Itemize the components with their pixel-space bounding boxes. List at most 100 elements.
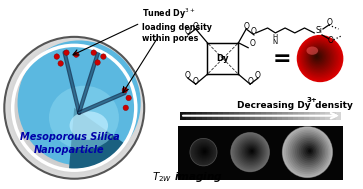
Circle shape [306,44,331,70]
Circle shape [236,137,265,166]
Text: O: O [193,77,199,86]
Text: Decreasing Dy: Decreasing Dy [237,101,310,110]
Circle shape [305,43,333,72]
Circle shape [122,87,127,93]
Bar [336,112,342,120]
Circle shape [45,78,104,138]
Circle shape [50,83,99,133]
Circle shape [8,40,141,175]
Ellipse shape [70,111,108,140]
Circle shape [11,44,137,172]
Circle shape [36,69,113,147]
Bar [196,112,202,120]
Wedge shape [69,108,125,170]
Circle shape [30,64,118,152]
Bar [304,112,309,120]
Text: density: density [312,101,353,110]
Circle shape [191,139,216,165]
Circle shape [13,46,135,170]
Circle shape [297,139,321,163]
Bar [331,112,336,120]
Circle shape [282,126,333,178]
Circle shape [123,105,129,111]
Text: O: O [185,71,191,80]
Bar [245,112,250,120]
Circle shape [60,94,88,122]
Bar [320,112,325,120]
Circle shape [73,52,79,57]
Circle shape [198,145,211,158]
Circle shape [315,54,319,59]
Bar [277,112,282,120]
Circle shape [301,39,338,77]
Circle shape [39,72,109,143]
Bar [178,125,343,180]
Bar [261,112,266,120]
Circle shape [64,97,85,119]
Circle shape [43,76,106,140]
Circle shape [53,87,95,129]
Circle shape [231,132,270,172]
Bar [298,112,304,120]
Circle shape [295,138,322,165]
Circle shape [200,147,209,156]
Circle shape [290,133,327,171]
Circle shape [58,61,64,66]
Circle shape [291,135,325,169]
Circle shape [64,50,69,55]
Circle shape [300,38,339,78]
Bar [256,112,261,120]
Text: Si: Si [315,26,323,36]
Circle shape [244,144,259,160]
Bar [293,112,298,120]
Bar [202,112,207,120]
Circle shape [91,50,97,55]
Text: O: O [247,77,253,86]
Bar [309,112,315,120]
Circle shape [193,141,215,163]
Text: O: O [243,22,249,30]
Bar [250,112,256,120]
Circle shape [67,101,81,115]
Circle shape [299,37,341,80]
Circle shape [27,60,122,156]
Text: O: O [185,27,191,36]
Circle shape [250,150,253,153]
Text: $T_{2W}$ imaging: $T_{2W}$ imaging [152,170,223,184]
Circle shape [308,149,311,153]
Circle shape [311,50,325,64]
Circle shape [62,95,86,120]
Bar [207,112,212,120]
Circle shape [245,145,258,158]
Text: O: O [255,71,261,80]
Circle shape [302,144,316,158]
Circle shape [315,55,318,57]
Circle shape [48,81,101,134]
Circle shape [293,136,323,167]
Text: H: H [273,34,278,40]
Circle shape [73,106,76,110]
Circle shape [9,42,139,174]
Text: N: N [273,39,278,45]
Bar [287,112,293,120]
Circle shape [15,47,134,168]
Circle shape [46,79,102,136]
Circle shape [233,135,267,169]
Circle shape [54,54,60,59]
Circle shape [246,146,257,157]
Circle shape [195,143,213,161]
Circle shape [248,147,256,155]
Circle shape [288,131,328,172]
Circle shape [196,144,212,160]
Circle shape [297,35,343,82]
Circle shape [310,49,326,65]
Circle shape [101,54,106,59]
Circle shape [303,41,335,74]
Text: O: O [328,36,334,45]
Circle shape [37,70,111,145]
Circle shape [238,139,264,165]
Circle shape [18,51,130,165]
Bar [191,112,196,120]
Circle shape [235,136,266,168]
Circle shape [307,47,329,68]
